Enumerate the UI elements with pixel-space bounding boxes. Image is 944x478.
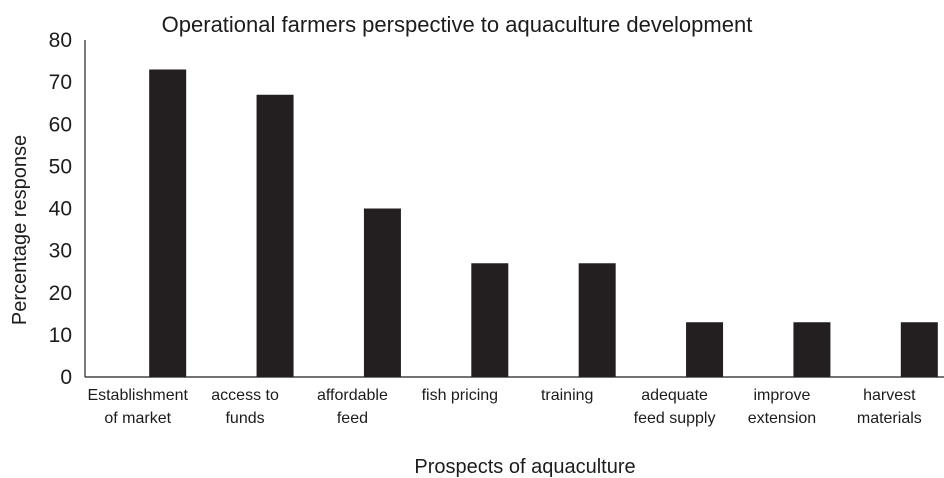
x-tick-label-line: funds bbox=[225, 410, 264, 427]
x-tick-label-line: materials bbox=[857, 410, 922, 427]
y-tick-label: 80 bbox=[49, 29, 72, 52]
y-tick-label: 40 bbox=[49, 198, 72, 221]
x-axis-label: Prospects of aquaculture bbox=[414, 456, 635, 478]
x-tick-label-line: feed supply bbox=[634, 410, 716, 427]
y-tick-label: 70 bbox=[49, 71, 72, 94]
x-tick-label-line: of market bbox=[104, 410, 171, 427]
y-tick-label: 20 bbox=[49, 282, 72, 305]
y-tick-label: 50 bbox=[49, 155, 72, 178]
x-tick-label: access to funds bbox=[211, 387, 279, 427]
x-tick-label-line: affordable bbox=[317, 387, 388, 404]
bar bbox=[363, 208, 401, 377]
x-tick-label-line: access to bbox=[211, 387, 279, 404]
x-tick-label: training bbox=[541, 387, 593, 404]
x-tick-label-line: feed bbox=[337, 410, 368, 427]
chart-title: Operational farmers perspective to aquac… bbox=[162, 12, 753, 37]
x-tick-label: Establishment of market bbox=[87, 387, 188, 427]
bar bbox=[793, 322, 831, 377]
y-axis: 0 10 20 30 40 50 60 70 80 bbox=[49, 29, 86, 389]
y-tick-label: 30 bbox=[49, 240, 72, 263]
y-tick-label: 0 bbox=[60, 366, 72, 389]
bar bbox=[900, 322, 938, 377]
x-tick-label-line: extension bbox=[748, 410, 817, 427]
x-tick-label: improve extension bbox=[748, 387, 817, 427]
x-tick-label-line: harvest bbox=[863, 387, 916, 404]
bar bbox=[686, 322, 724, 377]
bar bbox=[578, 263, 616, 377]
bars bbox=[149, 69, 938, 378]
bar bbox=[149, 69, 187, 378]
bar bbox=[471, 263, 509, 377]
x-tick-labels: Establishment of market access to funds affo… bbox=[87, 387, 921, 427]
y-tick-label: 10 bbox=[49, 324, 72, 347]
x-tick-label-line: adequate bbox=[641, 387, 708, 404]
x-tick-label-line: improve bbox=[753, 387, 810, 404]
bar bbox=[256, 94, 294, 377]
x-tick-label: affordable feed bbox=[317, 387, 388, 427]
y-axis-label: Percentage response bbox=[9, 135, 31, 325]
x-tick-label-line: Establishment bbox=[87, 387, 188, 404]
x-tick-label: adequate feed supply bbox=[634, 387, 716, 427]
x-tick-label-line: training bbox=[541, 387, 593, 404]
x-tick-label: fish pricing bbox=[422, 387, 498, 404]
y-tick-label: 60 bbox=[49, 113, 72, 136]
x-tick-label-line: fish pricing bbox=[422, 387, 498, 404]
x-tick-label: harvest materials bbox=[857, 387, 922, 427]
